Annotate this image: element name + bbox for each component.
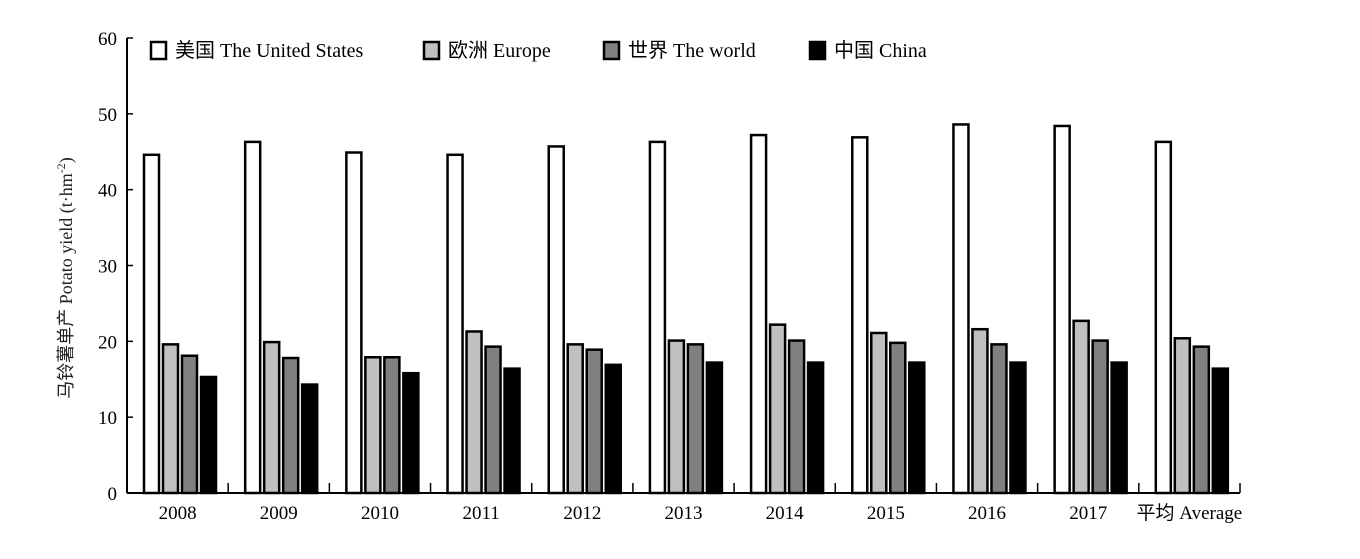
- y-tick-label: 20: [98, 332, 117, 353]
- x-tick-label: 2015: [867, 503, 905, 524]
- bar-4-2011: [503, 367, 521, 495]
- legend-label-2: 欧洲 Europe: [448, 39, 551, 62]
- bar-group-2009: [243, 140, 319, 495]
- bar-3-平均 Average: [1192, 345, 1211, 495]
- bar-4-2013: [705, 361, 724, 495]
- bar-2-2017: [1072, 319, 1090, 495]
- bar-1-2017: [1053, 124, 1071, 495]
- bar-1-2008: [142, 153, 161, 495]
- y-axis-title-superscript: -2: [54, 163, 68, 173]
- bar-1-2015: [851, 136, 869, 495]
- legend-label-4: 中国 China: [834, 39, 927, 62]
- bar-group-2013: [648, 140, 724, 495]
- bar-1-平均 Average: [1154, 140, 1173, 495]
- bar-1-2013: [648, 140, 667, 495]
- bar-2-2016: [971, 327, 989, 495]
- bar-2-2008: [161, 343, 180, 495]
- bar-3-2013: [686, 343, 705, 495]
- y-tick-label: 60: [98, 29, 117, 50]
- bar-2-2014: [768, 323, 787, 495]
- bar-4-2014: [806, 361, 825, 495]
- bar-group-2017: [1053, 124, 1128, 495]
- bar-3-2015: [889, 341, 907, 495]
- legend-label-1: 美国 The United States: [175, 39, 364, 62]
- bar-4-2012: [604, 363, 622, 495]
- bar-1-2009: [243, 140, 262, 495]
- legend-swatch-2: [422, 40, 441, 61]
- y-axis-title: 马铃薯单产 Potato yield (t·hm-2): [54, 157, 77, 398]
- bar-1-2016: [952, 123, 970, 495]
- bar-1-2010: [345, 151, 363, 495]
- bars-layer: [142, 123, 1230, 495]
- legend-swatch-1: [149, 40, 168, 61]
- bar-2-平均 Average: [1173, 337, 1192, 495]
- bar-2-2013: [667, 339, 686, 495]
- legend-label-3: 世界 The world: [628, 39, 756, 62]
- y-tick-label: 30: [98, 257, 117, 278]
- bar-group-2014: [749, 133, 825, 495]
- bar-4-2015: [908, 361, 926, 495]
- bar-2-2009: [262, 340, 281, 495]
- y-tick-label: 50: [98, 105, 117, 126]
- x-tick-label: 2012: [563, 503, 601, 524]
- x-tick-label: 2010: [361, 503, 399, 524]
- y-axis-title-main: 马铃薯单产 Potato yield (t·hm: [56, 173, 77, 398]
- bar-2-2010: [364, 356, 382, 495]
- bar-4-2017: [1110, 361, 1128, 495]
- x-tick-label: 2008: [159, 503, 197, 524]
- bar-4-2010: [402, 371, 420, 495]
- bar-group-2010: [345, 151, 420, 495]
- bar-4-2016: [1009, 361, 1027, 495]
- y-tick-label: 40: [98, 181, 117, 202]
- bar-group-2015: [851, 136, 926, 495]
- x-tick-label: 2013: [665, 503, 703, 524]
- x-tick-label: 2011: [462, 503, 499, 524]
- x-tick-label: 2016: [968, 503, 1006, 524]
- x-tick-label: 平均 Average: [1137, 502, 1243, 524]
- bar-2-2011: [465, 330, 483, 495]
- y-tick-label: 10: [98, 408, 117, 429]
- bar-3-2010: [383, 356, 401, 495]
- legend-swatch-4: [808, 40, 827, 61]
- bar-group-2016: [952, 123, 1027, 495]
- bar-3-2009: [281, 356, 300, 495]
- legend: 美国 The United States 欧洲 Europe 世界 The worl…: [149, 39, 927, 62]
- bar-3-2011: [484, 345, 502, 495]
- bar-3-2012: [585, 348, 603, 495]
- bar-group-2011: [446, 153, 521, 495]
- x-tick-label: 2014: [766, 503, 805, 524]
- bar-2-2012: [566, 343, 584, 495]
- bar-4-平均 Average: [1211, 367, 1230, 495]
- x-tick-label: 2009: [260, 503, 298, 524]
- y-tick-label: 0: [108, 484, 118, 505]
- bar-4-2009: [300, 383, 319, 495]
- bar-3-2014: [787, 339, 806, 495]
- legend-swatch-3: [602, 40, 621, 61]
- bar-3-2016: [990, 343, 1008, 495]
- bar-3-2008: [180, 354, 199, 495]
- bar-1-2012: [547, 145, 565, 495]
- axes-layer: 0 10 20 30 40 50 60 2008 2009 2010 2011 2012 2013 201…: [98, 29, 1242, 524]
- bar-group-2012: [547, 145, 622, 495]
- bar-1-2014: [749, 133, 768, 495]
- x-tick-label: 2017: [1069, 503, 1107, 524]
- bar-group-2008: [142, 153, 218, 495]
- bar-group-平均 Average: [1154, 140, 1230, 495]
- bar-2-2015: [870, 331, 888, 495]
- y-axis-title-close: ): [56, 157, 77, 163]
- bar-1-2011: [446, 153, 464, 495]
- bar-4-2008: [199, 375, 218, 495]
- bar-3-2017: [1091, 339, 1109, 495]
